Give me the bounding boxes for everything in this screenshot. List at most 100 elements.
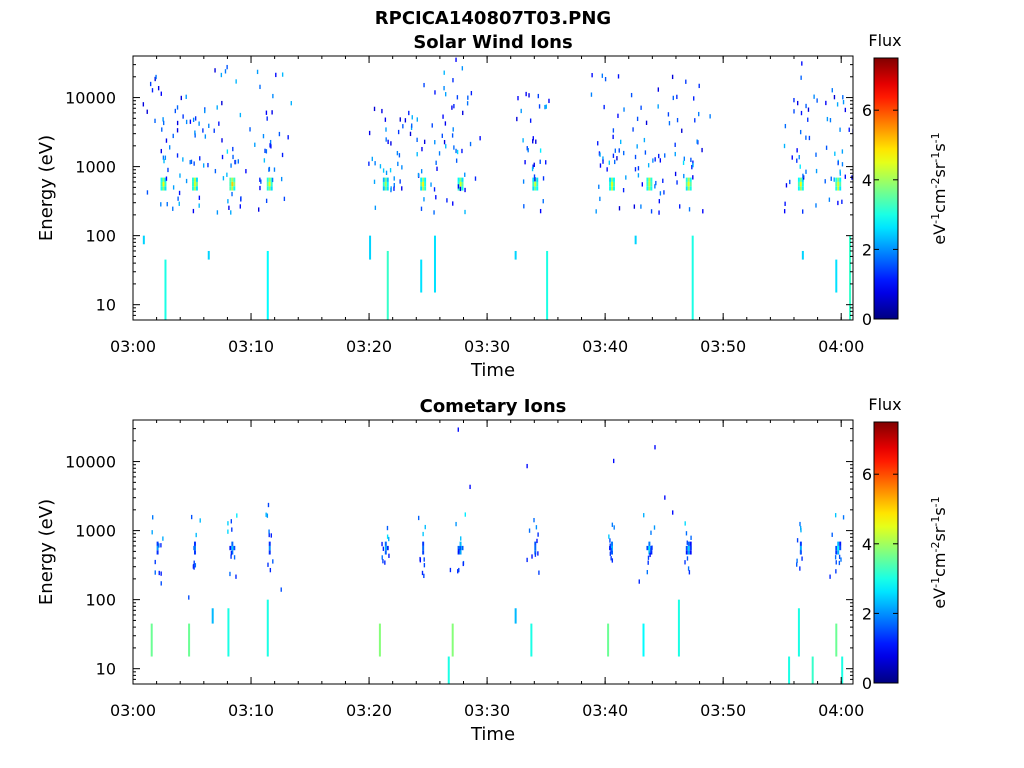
flux-cell (384, 117, 387, 122)
flux-cell (235, 574, 237, 579)
flux-burst (811, 656, 814, 684)
flux-cell (386, 186, 389, 191)
flux-burst (266, 599, 269, 657)
flux-cell (634, 167, 637, 172)
flux-cell (815, 203, 817, 208)
flux-cell (420, 206, 423, 211)
y-tick-label: 10000 (65, 89, 116, 108)
flux-cell (599, 152, 601, 157)
flux-cell (146, 109, 148, 114)
flux-cell (462, 110, 464, 116)
flux-cell (229, 186, 232, 191)
flux-burst (514, 608, 517, 624)
flux-cell (368, 161, 370, 166)
flux-cell (461, 66, 464, 71)
flux-cell (158, 570, 160, 576)
flux-cell (611, 550, 613, 555)
flux-cell (796, 538, 799, 543)
flux-cell (229, 181, 232, 187)
flux-cell (816, 98, 818, 103)
flux-cell (613, 177, 615, 182)
flux-cell (646, 181, 649, 187)
flux-burst (378, 623, 381, 657)
flux-cell (226, 149, 229, 154)
flux-cell (542, 199, 544, 204)
y-axis: 10 100 1000 10000 (65, 55, 853, 321)
flux-cell (268, 550, 271, 555)
flux-cell (239, 204, 241, 209)
flux-cell (193, 560, 195, 565)
flux-cell (386, 177, 389, 182)
flux-cell (799, 566, 801, 571)
flux-cell (416, 137, 418, 143)
flux-cell (189, 160, 191, 165)
flux-cell (647, 163, 650, 168)
flux-cell (373, 179, 376, 184)
flux-cell (260, 179, 262, 184)
flux-cell (839, 127, 841, 132)
flux-cell (404, 118, 407, 123)
flux-cell (451, 105, 453, 110)
flux-cell (650, 530, 652, 535)
flux-cell (662, 178, 664, 183)
flux-cell (160, 543, 162, 548)
flux-cell (650, 181, 653, 187)
flux-cell (152, 515, 154, 520)
flux-cell (648, 177, 651, 182)
flux-cell (259, 185, 261, 191)
flux-cell (266, 181, 269, 187)
flux-cell (193, 161, 195, 166)
flux-cell (456, 149, 459, 155)
flux-cell (654, 445, 656, 450)
flux-cell (264, 148, 266, 154)
flux-cell (458, 567, 460, 573)
flux-cell (464, 209, 466, 215)
flux-cell (839, 186, 842, 191)
flux-cell (835, 181, 838, 187)
flux-cell (798, 155, 800, 160)
flux-cell (613, 458, 615, 464)
colorbar-title: Flux (868, 395, 901, 414)
flux-cell (542, 176, 545, 181)
colorbar-unit-label: eV-1cm-2sr-1s-1 (929, 496, 950, 608)
flux-cell (526, 463, 528, 469)
flux-cell (154, 118, 156, 124)
flux-cell (533, 174, 536, 179)
flux-cell (382, 559, 384, 564)
flux-cell (612, 128, 615, 133)
plot-area (133, 56, 853, 320)
flux-cell (163, 158, 165, 164)
flux-cell (458, 549, 460, 554)
flux-cell (164, 181, 167, 187)
flux-cell (844, 107, 847, 113)
flux-cell (249, 127, 251, 132)
flux-cell (204, 108, 206, 114)
flux-cell (270, 186, 273, 191)
flux-cell (233, 177, 236, 182)
flux-cell (464, 187, 466, 193)
flux-cell (435, 195, 437, 200)
flux-cell (417, 515, 420, 521)
flux-cell (229, 545, 232, 551)
flux-cell (539, 148, 542, 153)
flux-cell (230, 163, 232, 168)
flux-burst (634, 235, 637, 245)
flux-cell (612, 134, 614, 140)
flux-cell (801, 61, 803, 66)
flux-cell (266, 186, 269, 191)
flux-cell (797, 177, 800, 182)
flux-burst (835, 259, 838, 293)
flux-cell (658, 210, 660, 215)
flux-cell (808, 135, 811, 141)
flux-cell (216, 210, 219, 215)
y-tick-label: 100 (85, 227, 116, 246)
flux-cell (614, 148, 617, 153)
flux-cell (682, 160, 685, 165)
flux-cell (156, 550, 159, 555)
flux-cell (199, 518, 201, 523)
flux-cell (457, 181, 460, 187)
flux-cell (258, 207, 260, 212)
flux-cell (532, 186, 535, 191)
flux-cell (190, 514, 193, 520)
flux-cell (789, 179, 791, 185)
